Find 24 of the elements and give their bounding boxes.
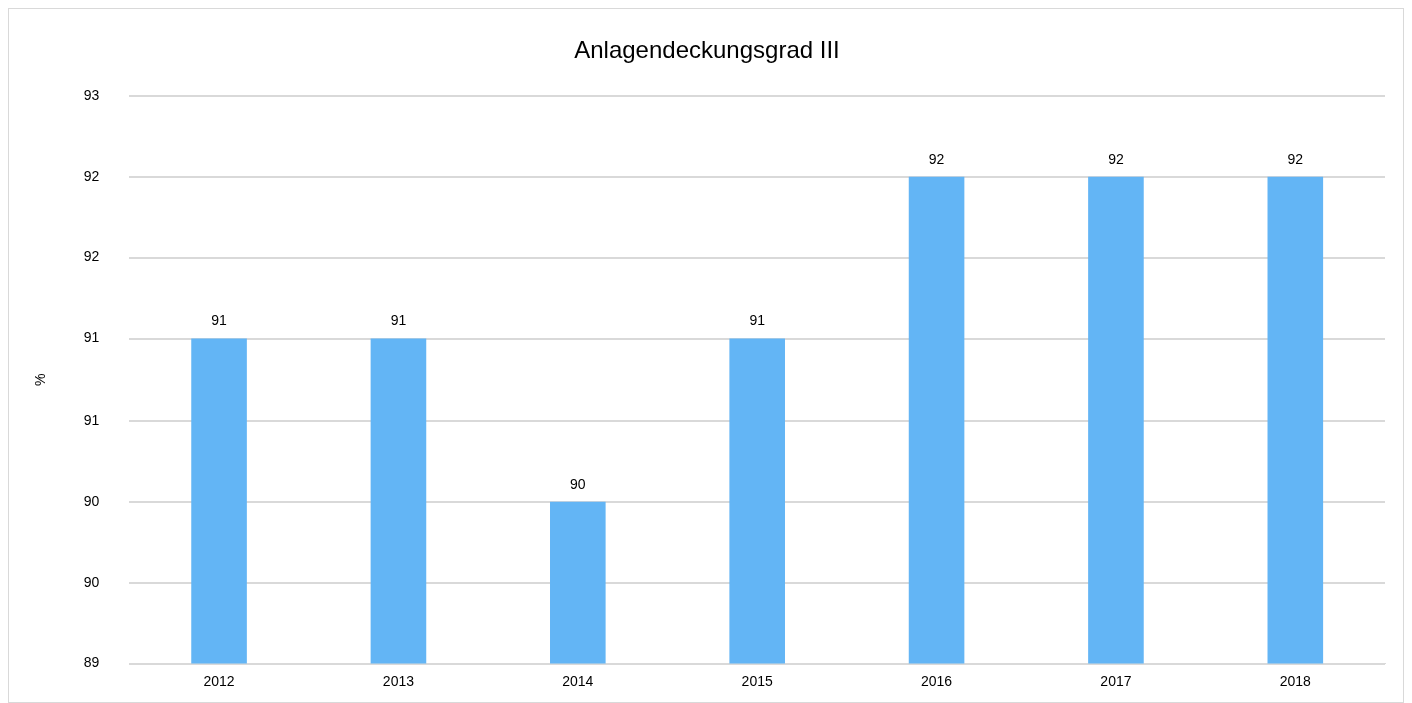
x-tick-label: 2017 xyxy=(1100,672,1132,689)
data-label: 92 xyxy=(1287,150,1304,167)
x-tick-label: 2018 xyxy=(1279,672,1312,689)
data-label: 91 xyxy=(749,312,766,329)
y-tick-label: 89 xyxy=(83,654,100,671)
y-axis-title: % xyxy=(32,373,49,386)
data-label: 92 xyxy=(1108,150,1124,167)
x-tick-label: 2015 xyxy=(741,672,773,689)
data-label: 90 xyxy=(570,475,586,492)
data-label: 92 xyxy=(928,150,945,167)
x-tick-label: 2014 xyxy=(562,672,594,689)
y-tick-label: 91 xyxy=(83,411,100,428)
chart-title: Anlagendeckungsgrad III xyxy=(574,36,840,64)
y-tick-label: 91 xyxy=(83,329,100,346)
y-tick-label: 92 xyxy=(83,248,100,265)
data-label: 91 xyxy=(390,312,407,329)
data-label: 91 xyxy=(211,312,228,329)
y-tick-label: 92 xyxy=(83,167,100,184)
y-tick-label: 90 xyxy=(83,573,100,590)
y-tick-label: 93 xyxy=(83,86,100,103)
x-tick-label: 2016 xyxy=(920,672,953,689)
x-tick-label: 2013 xyxy=(382,672,415,689)
y-tick-label: 90 xyxy=(83,492,100,509)
x-tick-label: 2012 xyxy=(203,672,235,689)
